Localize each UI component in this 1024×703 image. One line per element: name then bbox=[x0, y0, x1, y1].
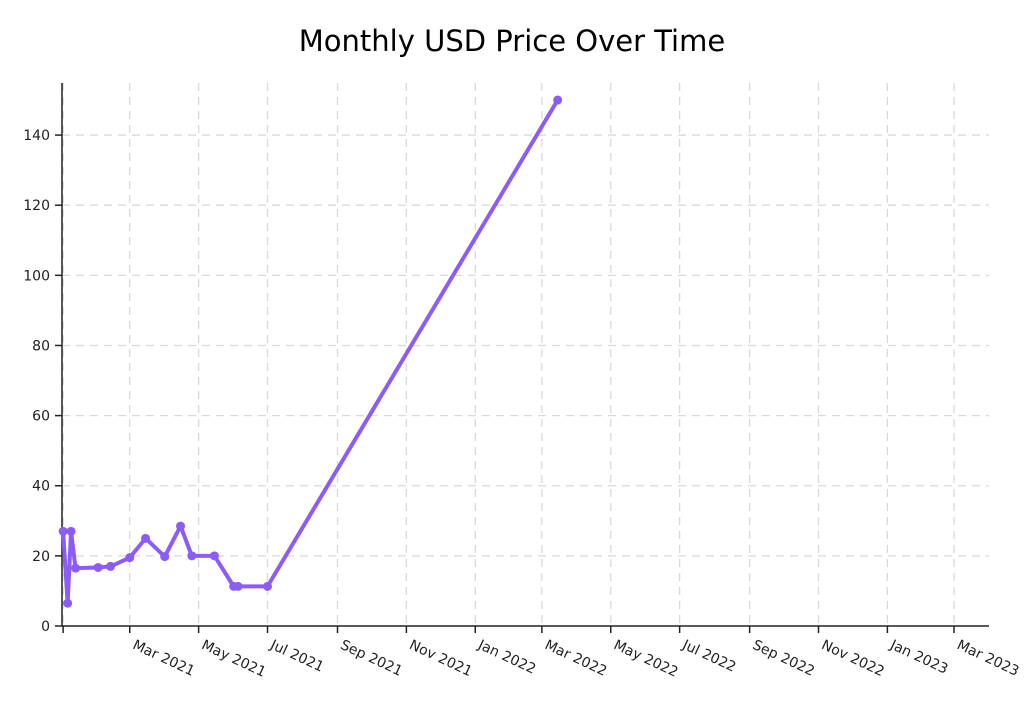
x-tick-label: May 2022 bbox=[611, 637, 680, 681]
y-tick-label: 100 bbox=[23, 268, 50, 284]
x-tick-label: Sep 2022 bbox=[750, 637, 817, 680]
data-point bbox=[262, 581, 272, 591]
data-point bbox=[125, 553, 135, 563]
x-tick-label: Mar 2023 bbox=[954, 637, 1021, 680]
data-point bbox=[106, 561, 116, 571]
series-line bbox=[61, 98, 560, 606]
data-point bbox=[233, 581, 243, 591]
x-tick-label: Mar 2021 bbox=[130, 637, 197, 680]
data-point bbox=[141, 533, 151, 543]
y-tick-label: 20 bbox=[32, 549, 50, 565]
x-tick-label: Jul 2022 bbox=[679, 637, 738, 676]
data-point bbox=[553, 95, 563, 105]
y-tick-label: 80 bbox=[32, 338, 50, 354]
y-tick-label: 120 bbox=[23, 198, 50, 214]
data-point bbox=[66, 526, 76, 536]
data-point bbox=[71, 563, 81, 573]
x-tick-label: Nov 2022 bbox=[819, 637, 887, 680]
x-tick-label: Mar 2022 bbox=[542, 637, 609, 680]
data-point bbox=[93, 562, 103, 572]
data-point bbox=[187, 551, 197, 561]
y-tick-label: 0 bbox=[41, 619, 50, 635]
x-tick-label: May 2021 bbox=[199, 637, 268, 681]
x-tick-label: Jan 2023 bbox=[887, 637, 951, 678]
data-point bbox=[63, 598, 73, 608]
x-tick-label: Nov 2021 bbox=[407, 637, 475, 680]
data-point bbox=[176, 521, 186, 531]
x-tick-label: Jan 2022 bbox=[475, 637, 539, 678]
chart-title: Monthly USD Price Over Time bbox=[298, 24, 726, 58]
x-tick-label: Sep 2021 bbox=[338, 637, 405, 680]
data-point bbox=[58, 526, 68, 536]
y-tick-label: 40 bbox=[32, 479, 50, 495]
data-point bbox=[160, 552, 170, 562]
data-point bbox=[209, 551, 219, 561]
y-tick-label: 60 bbox=[32, 409, 50, 425]
x-tick-label: Jul 2021 bbox=[267, 637, 326, 676]
y-tick-label: 140 bbox=[23, 128, 50, 144]
